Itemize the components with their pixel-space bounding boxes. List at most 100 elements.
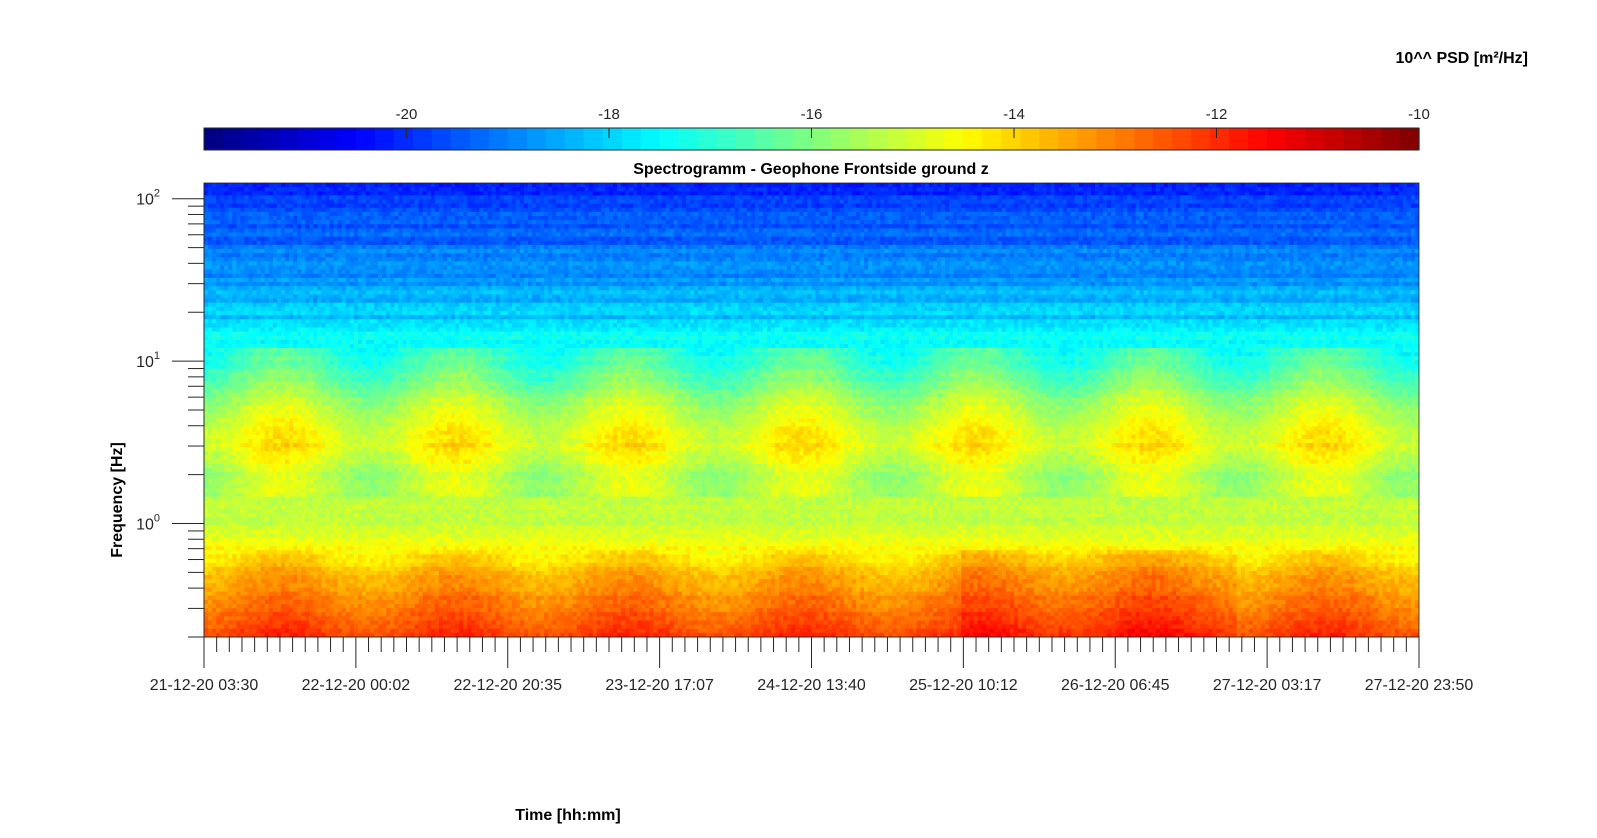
heatmap-cell (1334, 183, 1339, 188)
heatmap-cell (253, 183, 258, 188)
heatmap-cell (868, 195, 873, 200)
heatmap-cell (1022, 195, 1027, 200)
colorbar-tick-label: -18 (598, 106, 620, 123)
heatmap-cell (905, 183, 910, 188)
heatmap-cell (884, 183, 889, 188)
heatmap-cell (1131, 187, 1136, 192)
heatmap-cell (1059, 195, 1064, 200)
heatmap-cell (694, 183, 699, 188)
heatmap-cell (496, 183, 501, 188)
heatmap-cell (1050, 183, 1055, 188)
colorbar-step (546, 128, 566, 150)
heatmap-cell (342, 187, 347, 192)
heatmap-cell (1018, 195, 1023, 200)
heatmap-cell (1257, 183, 1262, 188)
heatmap-cell (1026, 183, 1031, 188)
heatmap-cell (1318, 183, 1323, 188)
heatmap-cell (662, 191, 667, 196)
heatmap-cell (309, 195, 314, 200)
heatmap-cell (925, 183, 930, 188)
heatmap-cell (1346, 187, 1351, 192)
heatmap-cell (423, 195, 428, 200)
heatmap-cell (1107, 187, 1112, 192)
heatmap-cell (1014, 187, 1019, 192)
heatmap-cell (281, 191, 286, 196)
heatmap-cell (828, 183, 833, 188)
heatmap-cell (362, 195, 367, 200)
heatmap-cell (714, 195, 719, 200)
heatmap-cell (666, 191, 671, 196)
heatmap-cell (564, 191, 569, 196)
heatmap-cell (617, 183, 622, 188)
heatmap-cell (637, 183, 642, 188)
colorbar-step (925, 128, 945, 150)
heatmap-cell (864, 183, 869, 188)
heatmap-cell (893, 187, 898, 192)
heatmap-cell (852, 183, 857, 188)
heatmap-cell (1136, 183, 1141, 188)
heatmap-cell (1115, 183, 1120, 188)
heatmap-cell (1075, 191, 1080, 196)
heatmap-cell (1322, 187, 1327, 192)
heatmap-cell (1067, 183, 1072, 188)
heatmap-cell (435, 191, 440, 196)
heatmap-cell (775, 195, 780, 200)
heatmap-cell (771, 191, 776, 196)
heatmap-cell (504, 191, 509, 196)
heatmap-cell (467, 183, 472, 188)
heatmap-cell (451, 187, 456, 192)
heatmap-cell (605, 191, 610, 196)
heatmap-cell (1034, 187, 1039, 192)
heatmap-cell (735, 191, 740, 196)
heatmap-cell (358, 191, 363, 196)
heatmap-cell (1306, 191, 1311, 196)
heatmap-cell (1285, 183, 1290, 188)
heatmap-cell (1358, 183, 1363, 188)
heatmap-cell (1152, 191, 1157, 196)
heatmap-cell (807, 195, 812, 200)
heatmap-cell (650, 195, 655, 200)
heatmap-cell (1383, 191, 1388, 196)
heatmap-cell (439, 191, 444, 196)
heatmap-cell (1083, 191, 1088, 196)
heatmap-cell (1087, 187, 1092, 192)
heatmap-cell (249, 187, 254, 192)
heatmap-cell (228, 187, 233, 192)
heatmap-cell (1168, 183, 1173, 188)
heatmap-cell (803, 195, 808, 200)
heatmap-cell (1403, 183, 1408, 188)
heatmap-cell (913, 191, 918, 196)
heatmap-cell (330, 191, 335, 196)
heatmap-cell (1095, 187, 1100, 192)
heatmap-cell (564, 195, 569, 200)
heatmap-cell (415, 195, 420, 200)
heatmap-cell (297, 195, 302, 200)
heatmap-cell (528, 183, 533, 188)
heatmap-cell (394, 187, 399, 192)
heatmap-cell (1322, 191, 1327, 196)
heatmap-cell (569, 183, 574, 188)
heatmap-cell (1119, 183, 1124, 188)
heatmap-cell (1006, 191, 1011, 196)
heatmap-cell (447, 191, 452, 196)
heatmap-cell (637, 191, 642, 196)
heatmap-cell (1330, 187, 1335, 192)
heatmap-cell (1063, 191, 1068, 196)
heatmap-cell (273, 195, 278, 200)
heatmap-cell (828, 187, 833, 192)
heatmap-cell (1200, 183, 1205, 188)
heatmap-cell (759, 195, 764, 200)
heatmap-cell (1014, 191, 1019, 196)
heatmap-cell (540, 195, 545, 200)
heatmap-cell (305, 195, 310, 200)
heatmap-cell (816, 183, 821, 188)
heatmap-cell (670, 195, 675, 200)
heatmap-cell (1204, 191, 1209, 196)
heatmap-cell (856, 187, 861, 192)
heatmap-cell (803, 187, 808, 192)
heatmap-cell (471, 195, 476, 200)
heatmap-cell (718, 195, 723, 200)
heatmap-cell (552, 187, 557, 192)
heatmap-cell (585, 195, 590, 200)
heatmap-cell (888, 191, 893, 196)
